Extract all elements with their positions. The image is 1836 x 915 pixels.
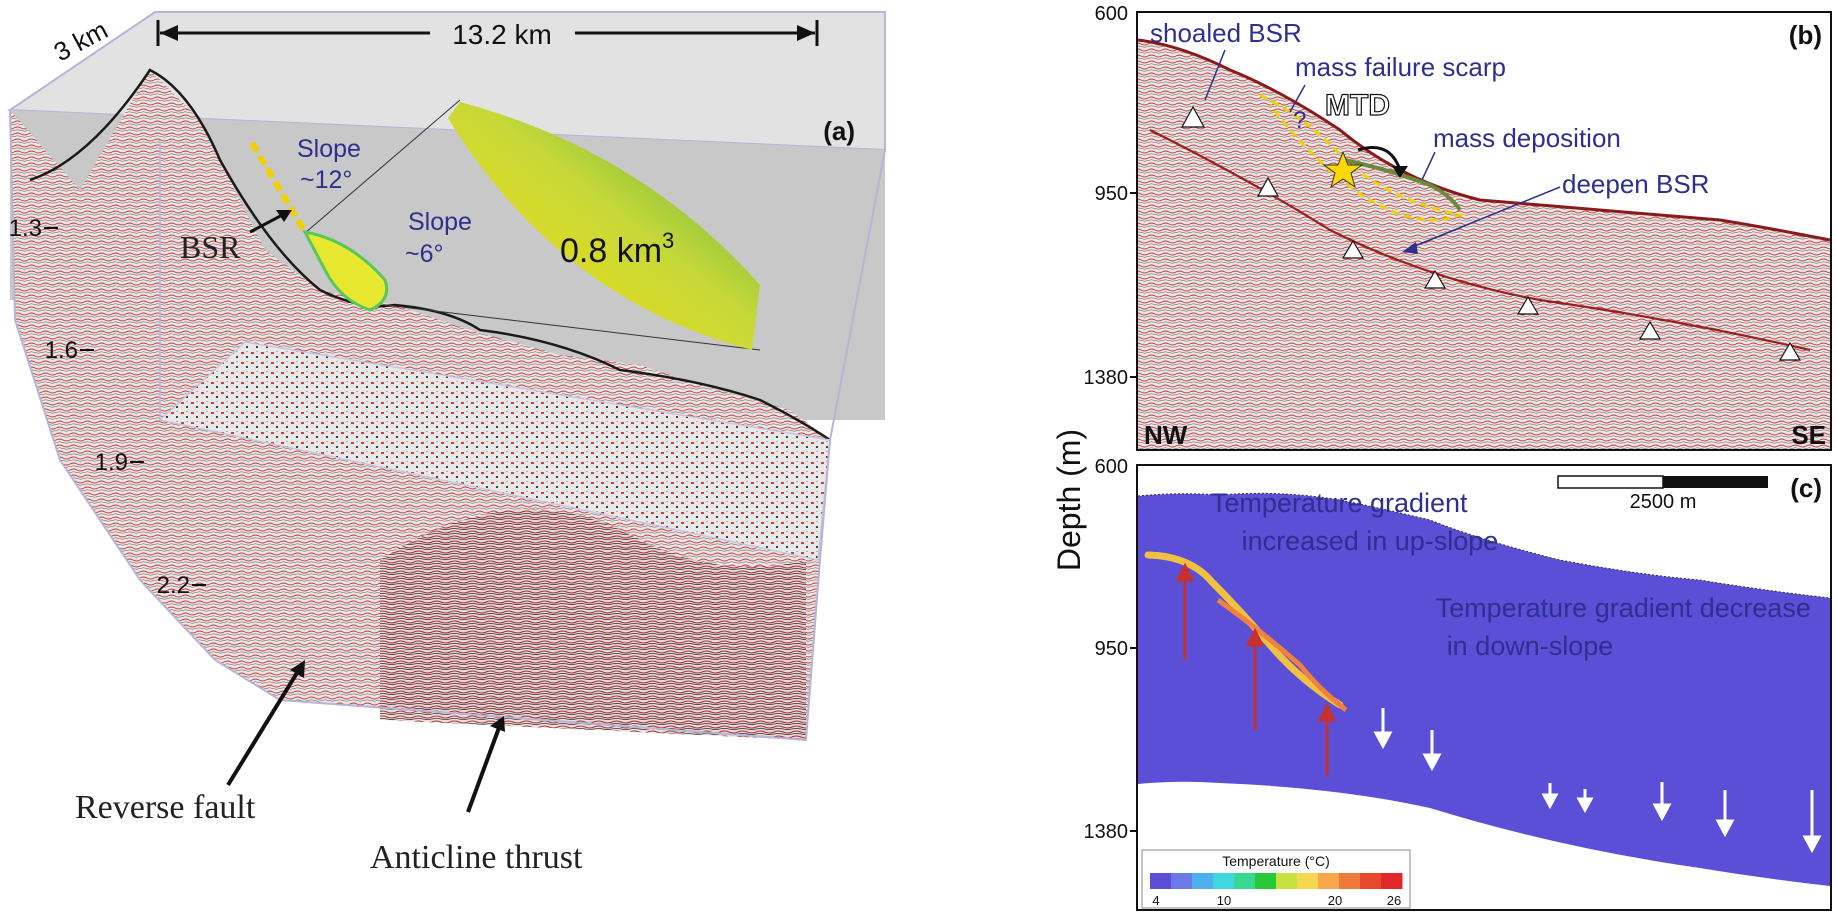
panel-c: 2500 m (c) Temperature gradient increase…: [1084, 456, 1832, 911]
triangle-marker: [1180, 105, 1206, 128]
tick-label: 1380: [1084, 367, 1129, 389]
anticline-arrowhead: [490, 716, 505, 732]
triangle-marker: [1256, 176, 1280, 197]
bsr-arrowhead: [276, 210, 292, 222]
mtd-arrowhead: [1392, 166, 1408, 178]
se-label: SE: [1791, 420, 1826, 450]
legend-tick: 10: [1217, 893, 1231, 908]
legend-swatch: [1171, 873, 1193, 889]
legend-swatch: [1318, 873, 1340, 889]
triangle-marker: [1638, 320, 1662, 340]
bsr-markers: [1180, 105, 1802, 361]
water-column: [1138, 13, 1830, 240]
reverse-fault-label: Reverse fault: [75, 789, 256, 826]
volume-lens: [448, 102, 760, 350]
scale-bar-light: [1557, 475, 1664, 489]
panel-a-tag: (a): [823, 116, 855, 146]
slope-lower-label: Slope ~6°: [405, 208, 479, 268]
note-upslope: Temperature gradient increased in up-slo…: [1211, 488, 1498, 556]
legend-tick: 4: [1152, 893, 1159, 908]
mtd-label: MTD: [1325, 89, 1390, 122]
scarp-question: ?: [1293, 107, 1306, 134]
deepen-bsr-pointer: [1409, 186, 1561, 249]
tick-label: 2.2: [157, 572, 190, 599]
legend-swatch: [1213, 873, 1235, 889]
tick-label: 1380: [1084, 821, 1129, 843]
triangle-marker: [1341, 239, 1365, 259]
mtd-arrow: [1357, 146, 1402, 171]
bsr-trace: [1149, 129, 1811, 352]
lens-leader-1: [304, 99, 461, 234]
upslope-arrows: [1175, 562, 1337, 776]
deposition-pointer: [1421, 151, 1436, 181]
deepen-bsr-arrowhead: [1402, 242, 1418, 254]
block-frame: [9, 109, 886, 742]
scarp-pointer: [1289, 84, 1306, 113]
legend-swatch: [1339, 873, 1361, 889]
legend-swatch: [1150, 873, 1172, 889]
tick-label: 600: [1095, 3, 1128, 25]
tick-label: 1.3: [9, 215, 42, 242]
panel-a-axis: 1.3 1.6 1.9 2.2: [9, 215, 206, 599]
seafloor-outline: [1137, 492, 1831, 599]
width-label: 13.2 km: [452, 19, 552, 50]
panel-b: shoaled BSR mass failure scarp ? MTD mas…: [1084, 3, 1832, 451]
bsr-orange-trace: [1144, 551, 1344, 709]
bsr-orange-core: [1216, 597, 1348, 712]
slope-dash: [249, 141, 308, 234]
panel-c-tag: (c): [1790, 473, 1822, 503]
shoaled-bsr-pointer: [1204, 49, 1226, 101]
legend-swatch: [1234, 873, 1256, 889]
legend-swatch: [1192, 873, 1214, 889]
scarp-outline: [1259, 93, 1466, 222]
deposition-outline: [1344, 158, 1462, 212]
legend-swatch: [1255, 873, 1277, 889]
legend-swatch: [1381, 873, 1403, 889]
tick-label: 950: [1095, 638, 1128, 660]
legend-tick: 20: [1328, 893, 1342, 908]
panel-a: 0.8 km3 13.2 km 3 km (a) 1.3 1.6 1.9 2.2…: [6, 11, 886, 876]
triangle-marker: [1778, 341, 1802, 361]
lens-leader-2: [384, 304, 761, 351]
anticline-label: Anticline thrust: [370, 839, 583, 876]
scale-bar-dark: [1663, 476, 1768, 488]
arrowhead-left: [160, 25, 178, 41]
star-icon: [1322, 150, 1364, 189]
bsr-label: BSR: [180, 229, 241, 265]
volume-label: 0.8 km3: [560, 228, 674, 270]
legend-swatch: [1276, 873, 1298, 889]
failure-block: [302, 229, 389, 312]
anticline-arrow: [466, 724, 502, 813]
seafloor-line: [29, 68, 831, 442]
legend-swatch: [1297, 873, 1319, 889]
above-seafloor-mask: [1138, 466, 1830, 598]
anticline-reflectors: [380, 509, 806, 740]
legend-tick: 26: [1387, 893, 1401, 908]
reverse-fault-arrowhead: [290, 660, 305, 678]
tick-label: 1.6: [45, 337, 78, 364]
tick-label: 1.9: [95, 449, 128, 476]
tick-label: 950: [1095, 183, 1128, 205]
note-downslope: Temperature gradient decrease in down-sl…: [1436, 593, 1819, 661]
reverse-fault-arrow: [226, 666, 302, 787]
scale-bar-label: 2500 m: [1630, 491, 1697, 513]
arrowhead-right: [797, 25, 815, 41]
shoaled-bsr-label: shoaled BSR: [1150, 18, 1302, 48]
depth-axis-label: Depth (m): [1051, 429, 1087, 571]
panel-b-tag: (b): [1789, 20, 1822, 50]
slope-upper-label: Slope ~12°: [297, 135, 368, 194]
deposition-label: mass deposition: [1433, 123, 1621, 153]
scarp-label: mass failure scarp: [1295, 52, 1506, 82]
legend-title: Temperature (°C): [1222, 853, 1330, 869]
downslope-arrows: [1373, 708, 1822, 854]
triangle-marker: [1516, 295, 1540, 315]
legend-swatch: [1360, 873, 1382, 889]
legend-swatches: [1150, 873, 1403, 889]
tick-label: 600: [1095, 456, 1128, 478]
triangle-marker: [1423, 269, 1447, 289]
nw-label: NW: [1144, 420, 1188, 450]
deepen-bsr-label: deepen BSR: [1562, 169, 1709, 199]
